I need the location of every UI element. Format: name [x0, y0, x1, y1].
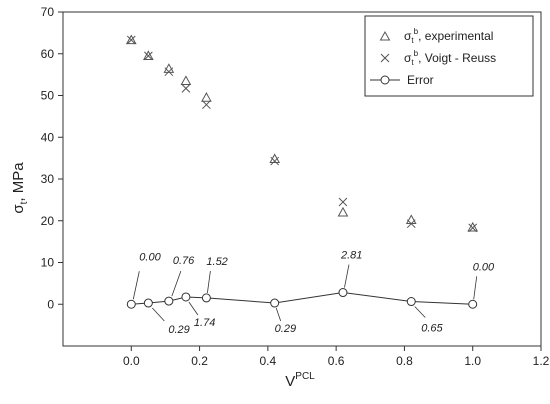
experimental-point: [125, 34, 137, 45]
y-tick-label: 70: [41, 5, 55, 19]
series-layer: [125, 34, 479, 309]
y-axis-title-unit: , MPa: [10, 162, 27, 202]
error-label-leader: [473, 276, 478, 300]
error-point: [181, 292, 191, 302]
voigt-reuss-point: [202, 100, 211, 110]
error-data-label: 0.65: [421, 323, 443, 335]
x-tick-label: 1.0: [464, 354, 481, 368]
error-point: [406, 297, 416, 307]
error-data-label: 1.52: [206, 256, 227, 268]
error-label-leader: [188, 301, 199, 316]
voigt-reuss-point: [126, 35, 136, 45]
error-point: [201, 293, 211, 303]
legend-entry-voigt-reuss: σtb, Voigt - Reuss: [404, 49, 496, 67]
voigt-reuss-point: [144, 51, 153, 61]
y-tick-label: 10: [41, 256, 55, 270]
x-axis-title: VPCL: [285, 371, 315, 390]
x-axis-title-superscript: PCL: [295, 371, 315, 382]
error-label-leader: [344, 264, 350, 288]
voigt-reuss-point: [338, 197, 348, 207]
error-point: [126, 299, 136, 309]
voigt-reuss-point: [468, 223, 478, 233]
y-axis-title-subscript: t: [19, 201, 30, 204]
error-point: [338, 288, 348, 298]
y-axis-title-symbol: σ: [10, 204, 27, 214]
error-data-label: 0.29: [168, 324, 189, 336]
error-label-leader: [414, 306, 426, 318]
error-label-leader: [171, 270, 182, 297]
y-tick-label: 0: [47, 297, 54, 311]
x-axis-title-main: V: [285, 373, 295, 390]
error-point: [164, 296, 174, 306]
experimental-point: [143, 50, 154, 60]
error-label-leader: [275, 307, 282, 322]
y-tick-label: 30: [41, 172, 55, 186]
legend-marker-triangle: [379, 30, 391, 41]
x-tick-label: 1.2: [533, 354, 550, 368]
experimental-point: [405, 214, 417, 225]
legend-entry-error: Error: [407, 73, 434, 87]
error-data-label: 0.00: [139, 251, 161, 263]
legend: σtb, experimental σtb, Voigt - Reuss Err…: [364, 15, 534, 97]
axis-ticks: 0.0 0.2 0.4 0.6 0.8 1.0 1.2 0 10 20 30 40 50 60 70: [41, 5, 550, 368]
experimental-point: [201, 92, 212, 102]
voigt-reuss-point: [164, 67, 174, 77]
x-tick-label: 0.6: [328, 354, 345, 368]
experimental-point: [467, 221, 479, 232]
x-tick-label: 0.8: [396, 354, 413, 368]
y-tick-label: 50: [41, 89, 55, 103]
error-point: [270, 298, 280, 308]
legend-marker-x: [380, 53, 390, 63]
legend-entry-experimental: σtb, experimental: [404, 27, 493, 45]
y-tick-label: 60: [41, 47, 55, 61]
error-point: [468, 299, 478, 309]
experimental-point: [180, 75, 192, 85]
y-tick-label: 40: [41, 130, 55, 144]
error-data-label: 2.81: [340, 250, 362, 262]
experimental-point: [337, 206, 349, 217]
legend-box: [364, 15, 534, 97]
data-labels: 0.00 0.29 0.76 1.74 1.52 0.29 2.81 0.65 0.00: [132, 250, 495, 336]
legend-marker-circle-line: [370, 75, 400, 85]
y-axis-title: σt, MPa: [10, 162, 30, 214]
x-tick-label: 0.4: [260, 354, 277, 368]
y-tick-label: 20: [41, 214, 55, 228]
voigt-reuss-point: [181, 84, 191, 93]
error-point: [143, 298, 153, 308]
voigt-reuss-point: [270, 156, 280, 166]
error-label-leader: [207, 270, 211, 293]
error-data-label: 0.76: [173, 255, 195, 267]
voigt-reuss-point: [406, 219, 416, 229]
error-data-label: 1.74: [194, 317, 215, 329]
error-data-label: 0.29: [275, 323, 296, 335]
error-label-leader: [132, 271, 140, 300]
x-tick-label: 0.0: [123, 354, 140, 368]
error-label-leader: [152, 307, 165, 322]
error-data-label: 0.00: [473, 261, 495, 273]
x-tick-label: 0.2: [191, 354, 208, 368]
